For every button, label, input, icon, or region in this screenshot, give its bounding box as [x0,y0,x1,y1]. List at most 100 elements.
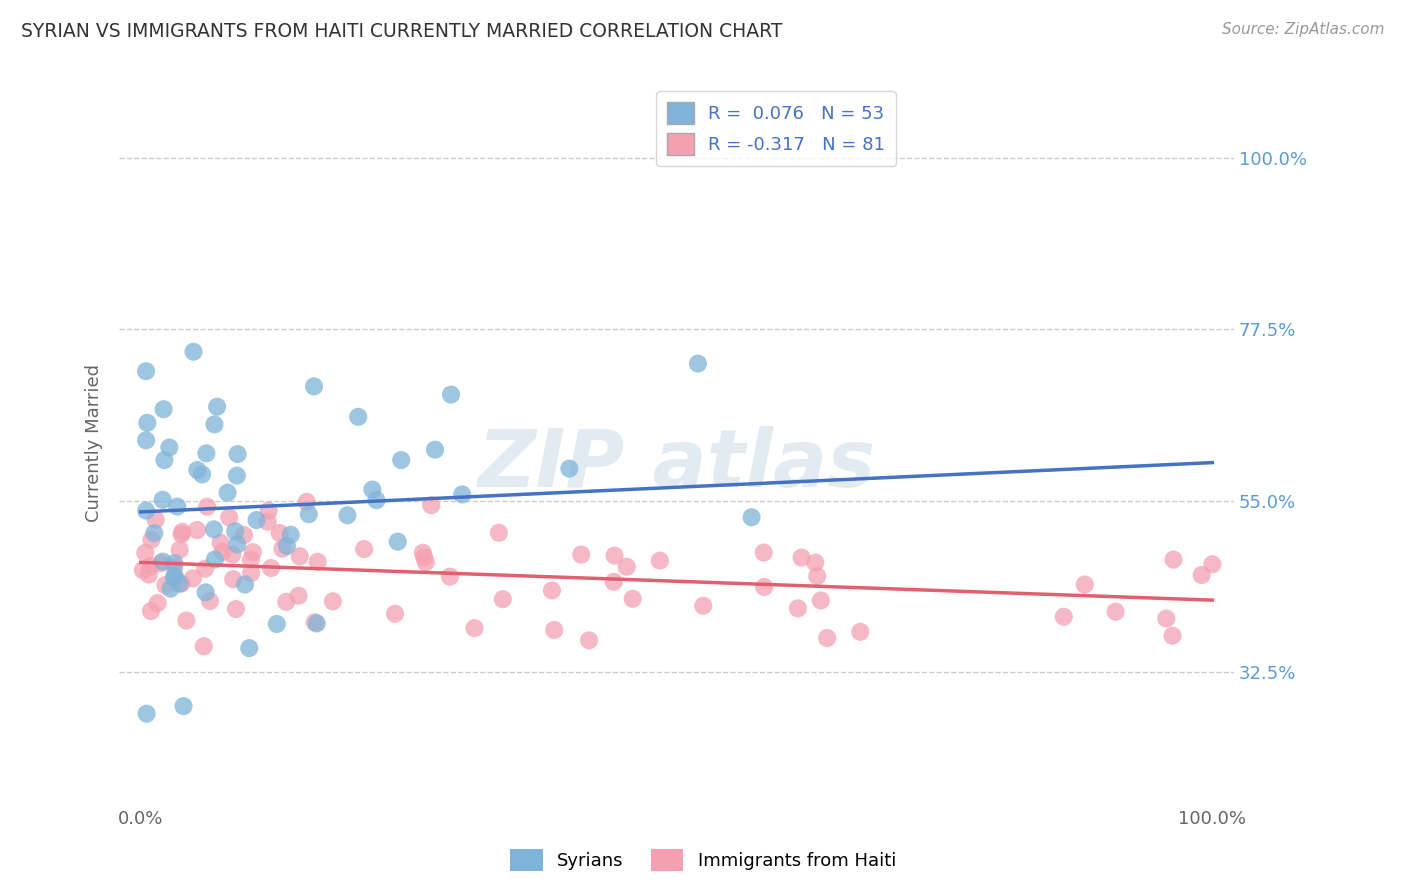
Point [578,633,600,648]
Point [488,525,510,540]
Point [804,556,827,570]
Point [603,574,626,589]
Point [152,492,174,507]
Point [1201,558,1223,572]
Point [304,615,326,630]
Point [621,591,644,606]
Point [423,442,446,457]
Point [163,560,186,574]
Point [170,527,193,541]
Text: SYRIAN VS IMMIGRANTS FROM HAITI CURRENTLY MARRIED CORRELATION CHART: SYRIAN VS IMMIGRANTS FROM HAITI CURRENTL… [21,22,783,41]
Point [159,582,181,596]
Point [238,641,260,656]
Point [1161,629,1184,643]
Point [145,513,167,527]
Point [754,580,776,594]
Point [163,569,186,583]
Point [305,616,328,631]
Point [257,504,280,518]
Point [136,416,159,430]
Point [440,387,463,401]
Point [218,510,240,524]
Point [135,434,157,448]
Point [361,483,384,497]
Point [233,528,256,542]
Point [464,621,486,635]
Point [186,523,208,537]
Point [260,561,283,575]
Point [139,604,162,618]
Point [271,541,294,556]
Point [752,545,775,559]
Point [648,554,671,568]
Point [1191,568,1213,582]
Point [198,594,221,608]
Point [415,555,437,569]
Point [439,569,461,583]
Point [146,596,169,610]
Point [413,550,436,565]
Point [384,607,406,621]
Point [543,623,565,637]
Point [269,526,291,541]
Point [603,549,626,563]
Point [143,526,166,541]
Point [134,546,156,560]
Point [240,566,263,580]
Point [155,578,177,592]
Point [298,507,321,521]
Point [205,400,228,414]
Point [186,463,208,477]
Point [389,453,412,467]
Point [153,453,176,467]
Point [242,545,264,559]
Point [226,537,249,551]
Point [152,555,174,569]
Point [209,536,232,550]
Y-axis label: Currently Married: Currently Married [86,365,103,523]
Point [1074,577,1097,591]
Point [169,542,191,557]
Point [157,441,180,455]
Point [366,493,388,508]
Point [239,552,262,566]
Point [132,563,155,577]
Point [233,577,256,591]
Point [181,571,204,585]
Point [280,527,302,541]
Point [173,699,195,714]
Point [295,495,318,509]
Point [256,515,278,529]
Point [288,549,311,564]
Point [1053,609,1076,624]
Point [152,402,174,417]
Point [558,461,581,475]
Point [492,592,515,607]
Point [302,379,325,393]
Point [225,468,247,483]
Point [1104,605,1126,619]
Point [221,548,243,562]
Point [226,447,249,461]
Point [849,624,872,639]
Point [276,595,298,609]
Point [141,533,163,547]
Point [266,617,288,632]
Text: Source: ZipAtlas.com: Source: ZipAtlas.com [1222,22,1385,37]
Point [193,639,215,653]
Point [806,569,828,583]
Point [163,570,186,584]
Point [387,534,409,549]
Point [245,513,267,527]
Point [322,594,344,608]
Point [191,467,214,482]
Point [692,599,714,613]
Legend: R =  0.076   N = 53, R = -0.317   N = 81: R = 0.076 N = 53, R = -0.317 N = 81 [657,91,896,166]
Point [169,576,191,591]
Text: ZIP atlas: ZIP atlas [478,426,876,504]
Point [225,602,247,616]
Point [194,585,217,599]
Point [195,446,218,460]
Point [172,524,194,539]
Point [541,583,564,598]
